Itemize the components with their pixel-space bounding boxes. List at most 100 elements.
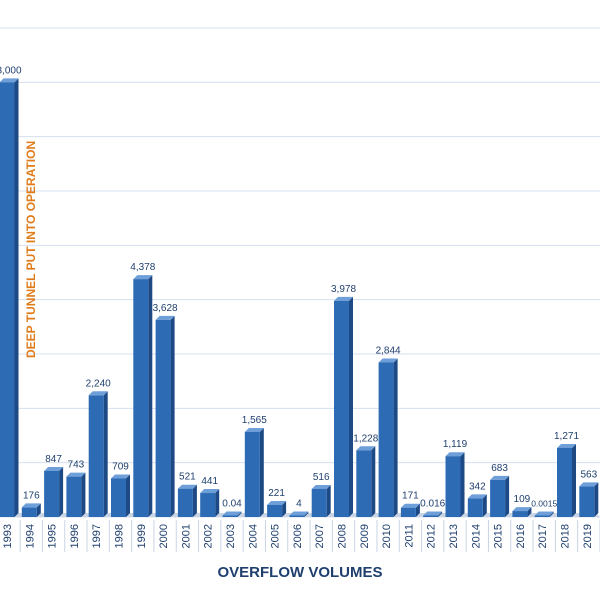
bar-side — [527, 507, 532, 517]
bar-top — [400, 503, 420, 508]
x-tick-label: 1994 — [24, 524, 36, 548]
data-label: 176 — [23, 490, 40, 501]
data-label: 4 — [296, 499, 302, 510]
bar-top — [155, 315, 175, 320]
x-tick-label: 2006 — [292, 524, 304, 548]
data-label: 0.016 — [420, 499, 445, 510]
data-label: 847 — [45, 454, 62, 465]
bar-side — [438, 511, 443, 517]
bar-top — [44, 466, 64, 471]
bar — [44, 470, 60, 517]
bar-side — [282, 500, 287, 517]
x-tick-label: 2018 — [560, 524, 572, 548]
data-label: 0.0015 — [531, 499, 557, 509]
bar-side — [549, 511, 554, 517]
x-tick-label: 2009 — [359, 524, 371, 548]
bar-side — [192, 484, 197, 517]
bar-top — [244, 427, 264, 432]
bar-side — [326, 484, 331, 517]
bar — [66, 476, 82, 517]
bar-side — [482, 494, 487, 517]
bar-side — [59, 466, 64, 517]
data-label: 8,000 — [0, 65, 22, 76]
bar — [267, 504, 283, 517]
bar — [423, 515, 439, 517]
bar-side — [126, 474, 130, 517]
x-tick-label: 2007 — [314, 524, 326, 548]
bar-side — [81, 472, 86, 517]
annotation-deep-tunnel: DEEP TUNNEL PUT INTO OPERATION — [24, 141, 38, 358]
bar-side — [304, 511, 309, 517]
x-tick-label: 2003 — [225, 524, 237, 548]
bar-top — [133, 275, 153, 280]
bar-side — [170, 315, 175, 517]
bar-top — [378, 358, 398, 363]
data-label: 441 — [201, 476, 218, 487]
bar-top — [222, 511, 242, 516]
bar — [579, 486, 595, 517]
bar-top — [534, 511, 554, 516]
bar-side — [215, 489, 220, 517]
bar-side — [148, 275, 153, 517]
data-label: 2,240 — [86, 378, 111, 389]
data-label: 0.04 — [222, 499, 242, 510]
data-label: 683 — [491, 463, 508, 474]
x-tick-label: 2005 — [270, 524, 282, 548]
x-tick-label: 1998 — [114, 524, 126, 548]
bar-side — [371, 446, 376, 517]
bar — [445, 456, 461, 517]
x-tick-label: 2014 — [470, 524, 482, 548]
data-label: 171 — [402, 491, 419, 502]
data-label: 516 — [313, 472, 330, 483]
x-tick-label: 2019 — [582, 524, 594, 548]
bar-side — [415, 503, 420, 517]
bar-side — [460, 452, 465, 517]
data-label: 109 — [514, 494, 531, 505]
x-tick-label: 2010 — [381, 524, 393, 548]
data-label: 709 — [112, 461, 129, 472]
x-tick-label: 2013 — [448, 524, 460, 548]
bar — [244, 431, 260, 517]
bar-top — [177, 484, 197, 489]
data-label: 342 — [469, 481, 486, 492]
bar-side — [349, 296, 353, 517]
x-tick-label: 2015 — [493, 524, 505, 548]
x-tick-label: 2008 — [337, 524, 349, 548]
bar-top — [267, 500, 287, 505]
bar — [311, 488, 327, 517]
x-tick-label: 1997 — [91, 524, 103, 548]
x-tick-label: 2012 — [426, 524, 438, 548]
bar-top — [579, 482, 599, 487]
bar-top — [111, 474, 130, 479]
x-tick-label: 2016 — [515, 524, 527, 548]
bar — [177, 488, 193, 517]
bar-top — [423, 511, 443, 516]
bar — [334, 300, 349, 517]
bar-top — [21, 503, 41, 508]
x-tick-label: 2000 — [158, 524, 170, 548]
bar — [0, 82, 15, 517]
bar-side — [393, 358, 398, 517]
data-label: 1,565 — [242, 415, 267, 426]
x-tick-label: 1995 — [47, 524, 59, 548]
x-tick-label: 2017 — [537, 524, 549, 548]
bar — [490, 479, 506, 517]
x-tick-label: 1996 — [69, 524, 81, 548]
bar — [512, 511, 528, 517]
bar-top — [557, 443, 576, 448]
bar — [400, 507, 416, 517]
data-label: 3,978 — [331, 284, 356, 295]
bar-top — [0, 78, 19, 83]
data-label: 221 — [268, 488, 285, 499]
bar-top — [467, 494, 487, 499]
x-tick-label: 1999 — [136, 524, 148, 548]
bar — [467, 498, 483, 517]
x-tick-label: 1993 — [2, 524, 14, 548]
bar — [133, 279, 149, 517]
bar-top — [311, 484, 331, 489]
bar-side — [237, 511, 242, 517]
bar — [155, 319, 171, 517]
bar — [111, 478, 126, 517]
x-tick-label: 2001 — [180, 524, 192, 548]
data-label: 563 — [580, 469, 597, 480]
